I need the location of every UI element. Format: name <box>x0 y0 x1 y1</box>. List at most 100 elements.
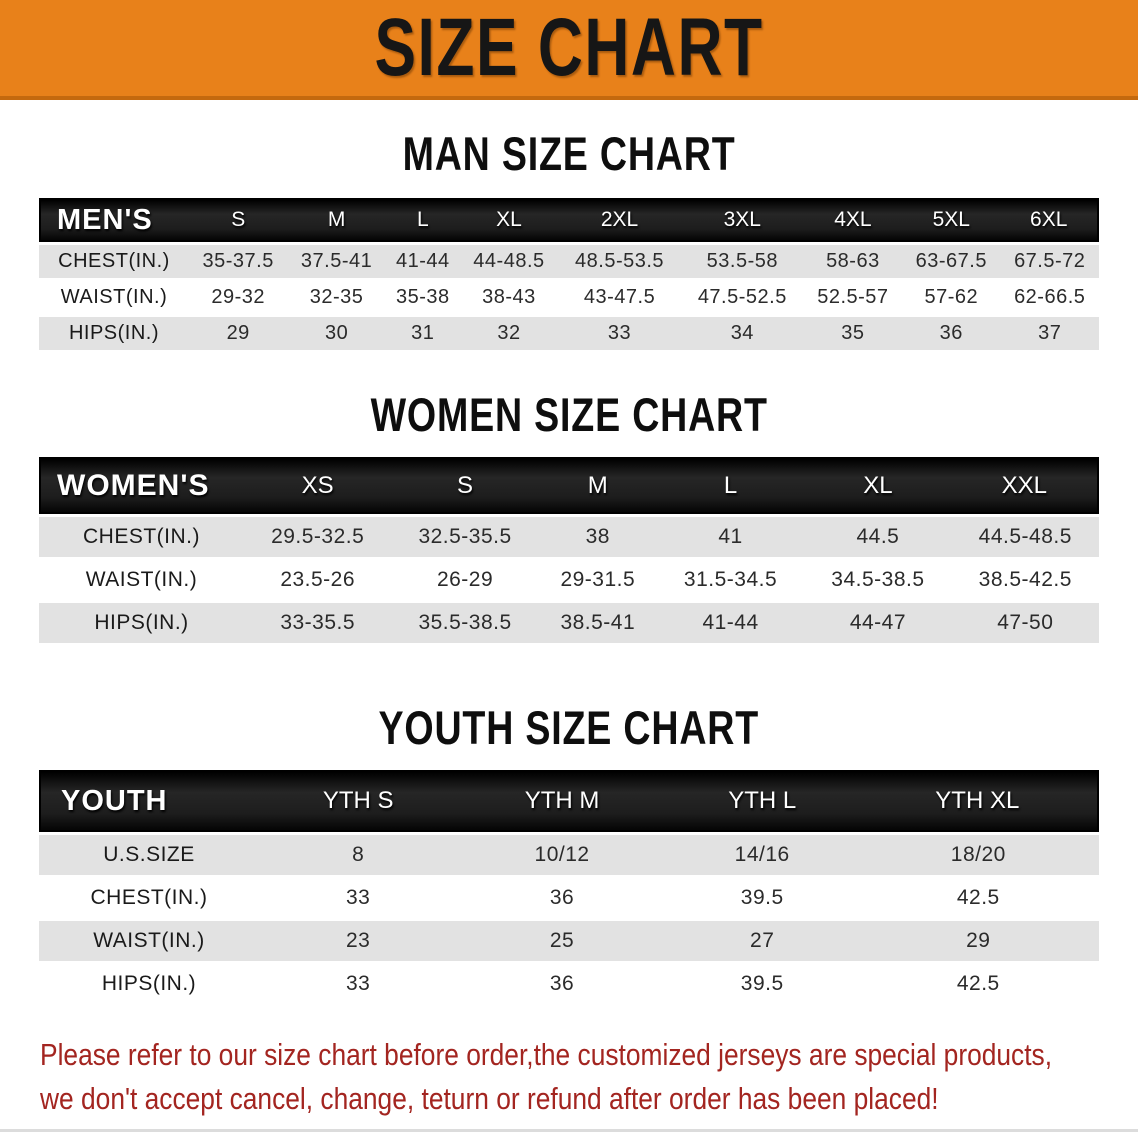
size-section: WOMEN SIZE CHART WOMEN'S XS S M L XL XXL CHEST(I… <box>0 387 1138 646</box>
size-value: 29-31.5 <box>538 560 657 600</box>
table-group-label: YOUTH <box>39 770 259 832</box>
size-value: 38.5-41 <box>538 603 657 643</box>
size-column-header: YTH S <box>259 770 458 832</box>
size-table-header-row: YOUTH YTH S YTH M YTH L YTH XL <box>39 770 1099 832</box>
measurement-row: HIPS(IN.) 33-35.5 35.5-38.5 38.5-41 41-44 44-… <box>39 603 1099 643</box>
size-value: 44-48.5 <box>459 245 559 278</box>
size-value: 23 <box>259 921 458 961</box>
size-value: 23.5-26 <box>244 560 392 600</box>
size-table-header-row: MEN'S S M L XL 2XL 3XL 4XL 5XL 6XL <box>39 198 1099 242</box>
disclaimer-line-1: Please refer to our size chart before or… <box>40 1037 1053 1072</box>
size-value: 32.5-35.5 <box>391 517 539 557</box>
size-column-header: M <box>538 457 657 514</box>
table-group-label: WOMEN'S <box>39 457 244 514</box>
section-heading-text: YOUTH SIZE CHART <box>378 701 760 754</box>
size-table: YOUTH YTH S YTH M YTH L YTH XL U.S.SIZE 8 10/12… <box>39 767 1099 1007</box>
size-value: 35-37.5 <box>189 245 288 278</box>
size-value: 37 <box>1000 317 1099 350</box>
size-value: 39.5 <box>666 878 858 918</box>
size-value: 44.5 <box>804 517 952 557</box>
size-table: WOMEN'S XS S M L XL XXL CHEST(IN.) 29.5-32.5 32.5… <box>39 454 1099 646</box>
size-table-body: U.S.SIZE 8 10/12 14/16 18/20 CHEST(IN.) 33 36 39… <box>39 835 1099 1004</box>
size-column-header: YTH M <box>457 770 667 832</box>
size-value: 32 <box>459 317 559 350</box>
measurement-label: WAIST(IN.) <box>39 281 189 314</box>
size-value: 14/16 <box>666 835 858 875</box>
size-value: 33 <box>259 878 458 918</box>
measurement-row: HIPS(IN.) 29 30 31 32 33 34 35 36 37 <box>39 317 1099 350</box>
size-value: 29 <box>857 921 1099 961</box>
size-value: 36 <box>457 878 667 918</box>
sections-container: MAN SIZE CHART MEN'S S M L XL 2XL 3XL 4XL 5XL 6XL C… <box>0 126 1138 1007</box>
measurement-label: CHEST(IN.) <box>39 245 189 278</box>
size-value: 33 <box>259 964 458 1004</box>
table-group-label: MEN'S <box>39 198 189 242</box>
order-disclaimer: Please refer to our size chart before or… <box>40 1033 1138 1121</box>
section-heading-text: WOMEN SIZE CHART <box>370 388 768 441</box>
size-value: 30 <box>287 317 386 350</box>
size-column-header: 5XL <box>902 198 1001 242</box>
size-column-header: YTH XL <box>857 770 1099 832</box>
size-value: 44-47 <box>804 603 952 643</box>
size-value: 42.5 <box>857 878 1099 918</box>
size-table-header-row: WOMEN'S XS S M L XL XXL <box>39 457 1099 514</box>
size-value: 34 <box>680 317 804 350</box>
measurement-row: U.S.SIZE 8 10/12 14/16 18/20 <box>39 835 1099 875</box>
section-heading: YOUTH SIZE CHART <box>0 700 1138 755</box>
size-value: 47-50 <box>951 603 1099 643</box>
measurement-row: WAIST(IN.) 23 25 27 29 <box>39 921 1099 961</box>
measurement-label: HIPS(IN.) <box>39 964 259 1004</box>
measurement-label: HIPS(IN.) <box>39 317 189 350</box>
banner-title: SIZE CHART <box>374 2 764 93</box>
measurement-row: CHEST(IN.) 35-37.5 37.5-41 41-44 44-48.5 48.5… <box>39 245 1099 278</box>
size-value: 38 <box>538 517 657 557</box>
size-value: 31 <box>385 317 460 350</box>
size-value: 58-63 <box>803 245 903 278</box>
size-value: 41 <box>656 517 805 557</box>
size-column-header: XXL <box>951 457 1099 514</box>
size-chart-banner: SIZE CHART <box>0 0 1138 100</box>
size-value: 29-32 <box>189 281 288 314</box>
size-value: 10/12 <box>457 835 667 875</box>
size-value: 8 <box>259 835 458 875</box>
size-section: YOUTH SIZE CHART YOUTH YTH S YTH M YTH L YTH … <box>0 700 1138 1007</box>
size-value: 36 <box>457 964 667 1004</box>
measurement-row: CHEST(IN.) 33 36 39.5 42.5 <box>39 878 1099 918</box>
size-column-header: 6XL <box>1000 198 1099 242</box>
size-value: 27 <box>666 921 858 961</box>
size-value: 43-47.5 <box>558 281 681 314</box>
size-value: 26-29 <box>391 560 539 600</box>
size-value: 35.5-38.5 <box>391 603 539 643</box>
size-value: 53.5-58 <box>680 245 804 278</box>
size-column-header: XL <box>459 198 559 242</box>
size-value: 25 <box>457 921 667 961</box>
size-value: 41-44 <box>385 245 460 278</box>
size-value: 31.5-34.5 <box>656 560 805 600</box>
section-heading: WOMEN SIZE CHART <box>0 387 1138 442</box>
size-value: 34.5-38.5 <box>804 560 952 600</box>
size-value: 32-35 <box>287 281 386 314</box>
size-column-header: XL <box>804 457 952 514</box>
size-value: 52.5-57 <box>803 281 903 314</box>
size-value: 38-43 <box>459 281 559 314</box>
size-column-header: M <box>287 198 386 242</box>
size-value: 38.5-42.5 <box>951 560 1099 600</box>
size-section: MAN SIZE CHART MEN'S S M L XL 2XL 3XL 4XL 5XL 6XL C… <box>0 126 1138 353</box>
size-value: 29 <box>189 317 288 350</box>
size-value: 41-44 <box>656 603 805 643</box>
size-column-header: 3XL <box>680 198 804 242</box>
section-heading-text: MAN SIZE CHART <box>402 127 736 180</box>
size-value: 29.5-32.5 <box>244 517 392 557</box>
measurement-row: HIPS(IN.) 33 36 39.5 42.5 <box>39 964 1099 1004</box>
size-table-body: CHEST(IN.) 29.5-32.5 32.5-35.5 38 41 44.5 44.5… <box>39 517 1099 643</box>
measurement-label: CHEST(IN.) <box>39 878 259 918</box>
measurement-row: WAIST(IN.) 23.5-26 26-29 29-31.5 31.5-34.5 34… <box>39 560 1099 600</box>
size-value: 33-35.5 <box>244 603 392 643</box>
size-column-header: YTH L <box>666 770 858 832</box>
size-column-header: S <box>391 457 539 514</box>
size-value: 63-67.5 <box>902 245 1001 278</box>
measurement-row: WAIST(IN.) 29-32 32-35 35-38 38-43 43-47.5 47.… <box>39 281 1099 314</box>
size-column-header: S <box>189 198 288 242</box>
size-column-header: 2XL <box>558 198 681 242</box>
size-column-header: L <box>656 457 805 514</box>
